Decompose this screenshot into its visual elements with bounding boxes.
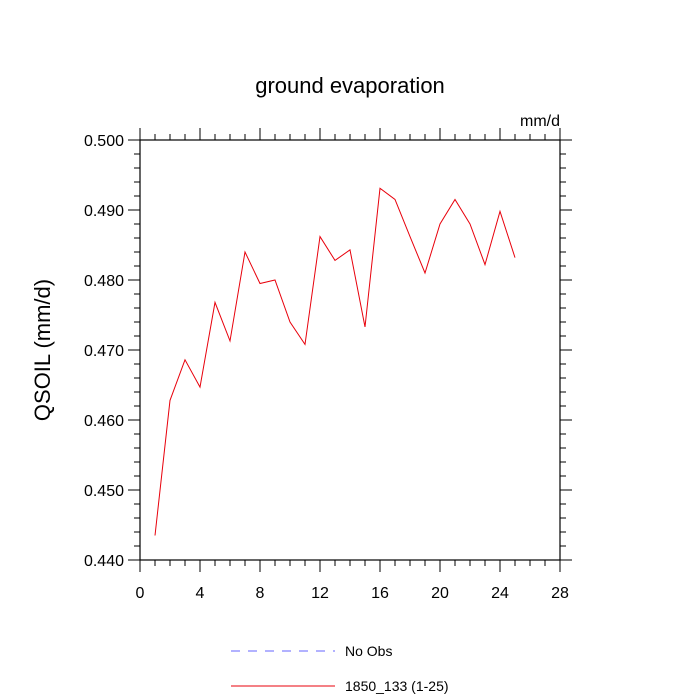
y-tick-label: 0.480	[84, 273, 124, 290]
x-tick-label: 4	[196, 585, 205, 602]
y-tick-label: 0.450	[84, 483, 124, 500]
series-layer	[154, 187, 516, 536]
x-tick-label: 8	[256, 585, 265, 602]
tick-labels-layer: 0 4 8 12 16 20 24 28 0.440 0.450 0.460 0.470 0.480 0.…	[84, 133, 569, 602]
legend-label-1850-133: 1850_133 (1-25)	[345, 678, 449, 694]
units-label: mm/d	[520, 113, 560, 130]
x-tick-label: 16	[371, 585, 389, 602]
legend: No Obs 1850_133 (1-25)	[231, 643, 449, 694]
x-tick-label: 12	[311, 585, 329, 602]
plot-frame	[139, 139, 561, 561]
y-tick-label: 0.460	[84, 413, 124, 430]
x-tick-label: 28	[551, 585, 569, 602]
y-axis-label: QSOIL (mm/d)	[30, 279, 55, 421]
y-tick-label: 0.470	[84, 343, 124, 360]
series-line-1850-133	[154, 187, 516, 536]
x-tick-label: 20	[431, 585, 449, 602]
y-tick-label: 0.440	[84, 553, 124, 570]
legend-label-no-obs: No Obs	[345, 643, 392, 659]
chart-title: ground evaporation	[255, 73, 445, 98]
ticks-layer	[128, 128, 572, 572]
x-tick-label: 0	[136, 585, 145, 602]
y-tick-label: 0.500	[84, 133, 124, 150]
y-tick-label: 0.490	[84, 203, 124, 220]
x-tick-label: 24	[491, 585, 509, 602]
